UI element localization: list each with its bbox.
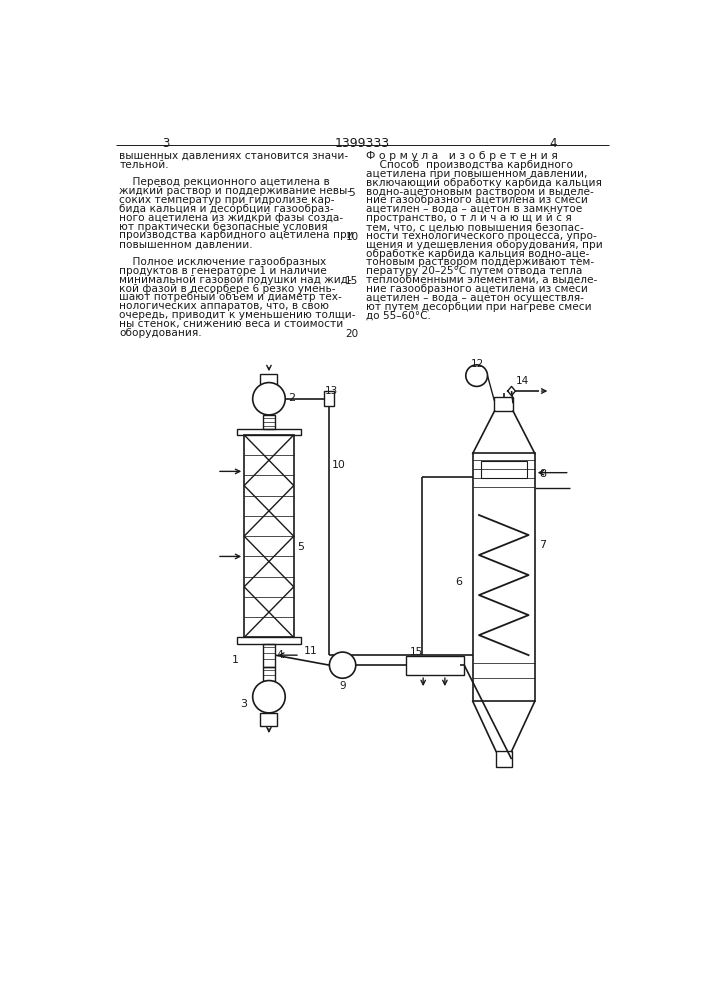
Text: включающий обработку карбида кальция: включающий обработку карбида кальция [366, 178, 602, 188]
Text: до 55–60°С.: до 55–60°С. [366, 311, 431, 321]
Text: ют путем десорбции при нагреве смеси: ют путем десорбции при нагреве смеси [366, 302, 592, 312]
Text: повышенном давлении.: повышенном давлении. [119, 239, 253, 249]
Bar [473, 453, 534, 701]
Text: соких температур при гидролизе кар-: соких температур при гидролизе кар- [119, 195, 335, 205]
Text: вышенных давлениях становится значи-: вышенных давлениях становится значи- [119, 151, 349, 161]
Bar [260, 374, 277, 387]
Text: 15: 15 [345, 276, 358, 286]
Text: минимальной газовой подушки над жид-: минимальной газовой подушки над жид- [119, 275, 352, 285]
Text: теплообменными элементами, а выделе-: теплообменными элементами, а выделе- [366, 275, 597, 285]
Text: производства карбидного ацетилена при: производства карбидного ацетилена при [119, 230, 354, 240]
Text: пространство, о т л и ч а ю щ и й с я: пространство, о т л и ч а ю щ и й с я [366, 213, 571, 223]
Text: 15: 15 [410, 647, 423, 657]
Bar [496, 751, 512, 767]
Bar [324, 391, 334, 406]
Text: 2: 2 [288, 393, 296, 403]
Text: 20: 20 [345, 329, 358, 339]
Text: ние газообразного ацетилена из смеси: ние газообразного ацетилена из смеси [366, 284, 588, 294]
Text: 1: 1 [232, 655, 239, 665]
Text: 11: 11 [304, 646, 317, 656]
Text: ацетилен – вода – ацетон осуществля-: ацетилен – вода – ацетон осуществля- [366, 293, 584, 303]
Text: 1399333: 1399333 [335, 137, 390, 150]
Text: обработке карбида кальция водно-аце-: обработке карбида кальция водно-аце- [366, 249, 589, 259]
Bar [481, 461, 527, 478]
Text: ют практически безопасные условия: ют практически безопасные условия [119, 222, 328, 232]
Text: тельной.: тельной. [119, 160, 169, 170]
Text: 5: 5 [298, 542, 305, 552]
Circle shape [466, 365, 488, 386]
Text: 7: 7 [539, 540, 547, 550]
Text: Способ  производства карбидного: Способ производства карбидного [366, 160, 573, 170]
Text: ние газообразного ацетилена из смеси: ние газообразного ацетилена из смеси [366, 195, 588, 205]
Text: ацетилена при повышенном давлении,: ацетилена при повышенном давлении, [366, 169, 588, 179]
Text: шают потребный объем и диаметр тех-: шают потребный объем и диаметр тех- [119, 292, 342, 302]
Text: тем, что, с целью повышения безопас-: тем, что, с целью повышения безопас- [366, 222, 583, 232]
Circle shape [252, 383, 285, 415]
Text: 4: 4 [549, 137, 557, 150]
Text: жидкий раствор и поддерживание невы-: жидкий раствор и поддерживание невы- [119, 186, 351, 196]
Text: продуктов в генераторе 1 и наличие: продуктов в генераторе 1 и наличие [119, 266, 327, 276]
Bar [406, 656, 464, 675]
Bar [260, 713, 277, 726]
Text: Ф о р м у л а   и з о б р е т е н и я: Ф о р м у л а и з о б р е т е н и я [366, 151, 558, 161]
Text: бида кальция и десорбции газообраз-: бида кальция и десорбции газообраз- [119, 204, 334, 214]
Text: 13: 13 [325, 386, 338, 396]
Text: ны стенок, снижению веса и стоимости: ны стенок, снижению веса и стоимости [119, 319, 344, 329]
Circle shape [252, 681, 285, 713]
Text: нологических аппаратов, что, в свою: нологических аппаратов, что, в свою [119, 301, 329, 311]
Text: пературу 20–25°С путем отвода тепла: пературу 20–25°С путем отвода тепла [366, 266, 582, 276]
Text: 14: 14 [515, 376, 529, 386]
Text: 12: 12 [470, 359, 484, 369]
Bar [263, 644, 275, 667]
Text: 5: 5 [349, 188, 355, 198]
Circle shape [329, 652, 356, 678]
Text: кой фазой в десорбере 6 резко умень-: кой фазой в десорбере 6 резко умень- [119, 284, 336, 294]
Bar [237, 637, 300, 644]
Text: оборудования.: оборудования. [119, 328, 202, 338]
Text: Перевод рекционного ацетилена в: Перевод рекционного ацетилена в [119, 177, 330, 187]
Text: 4: 4 [276, 650, 284, 660]
Bar [494, 397, 513, 411]
Text: 10: 10 [345, 232, 358, 242]
Text: тоновым раствором поддерживают тем-: тоновым раствором поддерживают тем- [366, 257, 594, 267]
Text: 3: 3 [240, 699, 247, 709]
Bar [237, 429, 300, 435]
Text: 3: 3 [162, 137, 170, 150]
Text: Полное исключение газообразных: Полное исключение газообразных [119, 257, 327, 267]
Text: ного ацетилена из жидкрй фазы созда-: ного ацетилена из жидкрй фазы созда- [119, 213, 344, 223]
Text: 6: 6 [456, 577, 462, 587]
Text: очередь, приводит к уменьшению толщи-: очередь, приводит к уменьшению толщи- [119, 310, 356, 320]
Text: ацетилен – вода – ацетон в замкнутое: ацетилен – вода – ацетон в замкнутое [366, 204, 582, 214]
Bar [263, 667, 275, 681]
Text: ности технологического процесса, упро-: ности технологического процесса, упро- [366, 231, 597, 241]
Text: 10: 10 [332, 460, 346, 470]
Bar [263, 415, 275, 429]
Text: щения и удешевления оборудования, при: щения и удешевления оборудования, при [366, 240, 602, 250]
Text: водно-ацетоновым раствором и выделе-: водно-ацетоновым раствором и выделе- [366, 187, 594, 197]
Bar [244, 435, 293, 637]
Text: 9: 9 [339, 681, 346, 691]
Text: 8: 8 [539, 469, 547, 479]
